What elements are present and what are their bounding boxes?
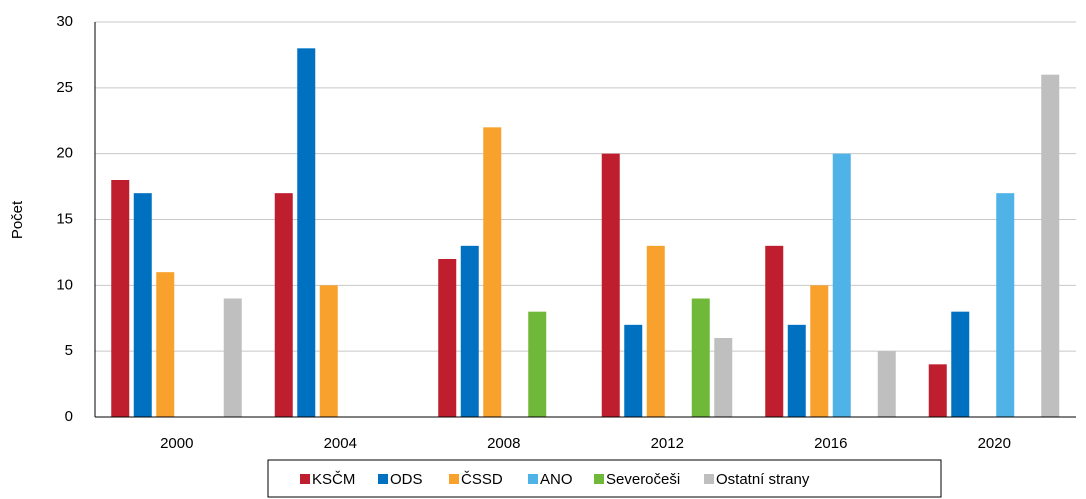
legend-label: ČSSD [461, 471, 503, 488]
bar [877, 351, 896, 417]
x-tick-label: 2008 [487, 435, 520, 452]
bar [133, 193, 152, 417]
legend-label: ANO [540, 471, 573, 488]
bar [223, 298, 242, 417]
legend-swatch [449, 474, 459, 484]
bar [810, 285, 829, 417]
x-tick-label: 2000 [160, 435, 193, 452]
bar [928, 364, 947, 417]
legend-swatch [378, 474, 388, 484]
bar [996, 193, 1015, 417]
bar [787, 324, 806, 417]
legend-swatch [528, 474, 538, 484]
y-axis-label: Počet [9, 200, 26, 239]
y-tick-label: 10 [56, 276, 73, 293]
legend-swatch [300, 474, 310, 484]
bar [438, 259, 457, 417]
x-tick-label: 2004 [324, 435, 357, 452]
legend-box [267, 459, 942, 498]
legend-label: KSČM [312, 471, 355, 488]
y-tick-label: 5 [65, 342, 73, 359]
bar [832, 153, 851, 417]
bar [765, 245, 784, 417]
bar [528, 311, 547, 417]
x-tick-label: 2016 [814, 435, 847, 452]
bar [714, 338, 733, 417]
bar [1041, 74, 1060, 418]
y-tick-label: 0 [65, 408, 73, 425]
legend-label: ODS [390, 471, 423, 488]
bar [624, 324, 643, 417]
bar [691, 298, 710, 417]
x-tick-label: 2012 [651, 435, 684, 452]
bar [601, 153, 620, 417]
legend-swatch [704, 474, 714, 484]
bar [483, 127, 502, 417]
bar [297, 48, 316, 417]
bar [274, 193, 293, 417]
x-tick-label: 2020 [978, 435, 1011, 452]
bar [319, 285, 338, 417]
legend-label: Ostatní strany [716, 471, 810, 488]
bar [111, 180, 130, 417]
legend-label: Severočeši [606, 471, 680, 488]
legend-swatch [594, 474, 604, 484]
bar [646, 245, 665, 417]
y-tick-label: 25 [56, 79, 73, 96]
bar [460, 245, 479, 417]
y-tick-label: 30 [56, 13, 73, 30]
bar [156, 272, 175, 417]
bar [951, 311, 970, 417]
y-tick-label: 15 [56, 210, 73, 227]
y-tick-label: 20 [56, 145, 73, 162]
